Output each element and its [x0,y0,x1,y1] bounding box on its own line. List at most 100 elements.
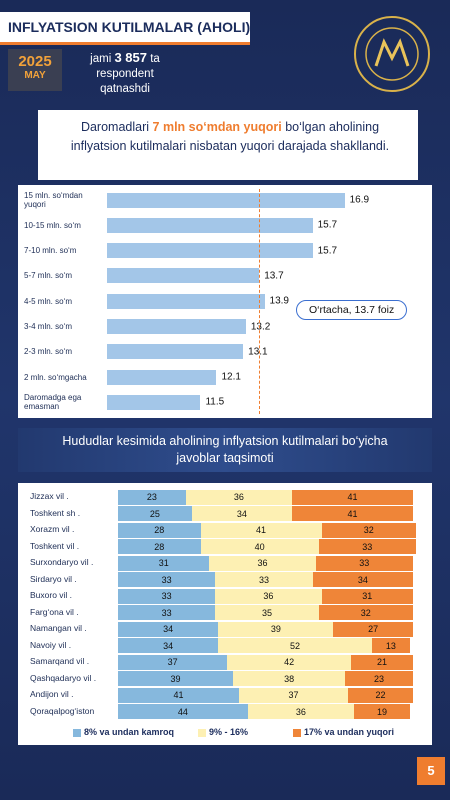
y-tick-label: Samarqand vil . [30,656,90,666]
bar-segment [118,704,248,719]
page-title: INFLYATSION KUTILMALAR (AHOLI) [8,19,251,35]
bar-segment [118,621,219,637]
title-bar [0,12,250,42]
reference-line [259,189,261,414]
value-label: 40 [254,541,265,552]
bar-segment [215,588,322,604]
y-tick-label: Daromadga ega emasman [24,393,82,412]
bar-segment [321,522,416,538]
logo [354,16,430,92]
bar-segment [118,671,234,686]
value-label: 36 [263,591,274,601]
bar-segment [238,687,349,703]
bar-segment [118,506,192,521]
value-label: 34 [357,574,368,585]
respondents-prefix: jami [90,53,112,65]
bar-segment [118,555,210,571]
value-label: 41 [347,492,358,502]
bar-segment [351,654,413,670]
value-label: 19 [377,706,388,717]
legend-swatch [198,729,206,737]
value-label: 33 [362,541,373,552]
value-label: 13.1 [248,346,268,358]
value-label: 52 [289,640,300,651]
y-tick-label: Toshkent sh . [30,507,81,518]
legend-label: 9% - 16% [209,727,249,737]
bar-segment [348,687,413,703]
value-label: 25 [149,508,160,519]
bar-segment [227,654,352,670]
bar-segment [185,489,293,505]
month: MAY [24,70,46,81]
y-tick-label: 4-5 mln. so‘m [24,296,73,306]
y-tick-label: Navoiy vil . [30,639,72,650]
title-underline [0,42,250,45]
value-label: 31 [362,591,373,601]
value-label: 13 [385,640,396,651]
y-tick-label: 2 mln. so‘mgacha [24,372,87,382]
y-tick-label: 10-15 mln. so‘m [24,220,81,230]
callout-after: bo‘lgan aholining inflyatsion kutilmalar… [70,120,390,153]
y-tick-label: Surxondaryo vil . [30,557,94,567]
value-label: 41 [256,525,267,535]
y-tick-label: Jizzax vil . [30,491,69,501]
value-label: 42 [284,657,295,667]
value-label: 36 [257,558,268,568]
y-tick-label: 15 mln. so‘mdan yuqori [24,191,83,209]
value-label: 44 [177,706,188,717]
bar-segment [315,555,413,571]
legend-label: 17% va undan yuqori [304,727,395,737]
bar-segment [233,671,346,686]
section-band [18,428,432,472]
value-label: 33 [161,591,172,601]
value-label: 41 [173,690,184,700]
bar-segment [118,687,239,703]
y-tick-label: Farg‘ona vil . [30,606,79,617]
bar-segment [118,539,201,554]
value-label: 23 [374,673,385,684]
bar [107,394,201,410]
value-label: 15.7 [317,245,338,257]
respondents-suffix: ta respondent qatnashdi [96,53,160,95]
value-label: 33 [359,558,370,568]
value-label: 15.7 [317,219,338,231]
bar-segment [318,539,416,554]
value-label: 21 [377,657,388,667]
bar-segment [118,522,201,538]
value-label: 34 [236,508,247,519]
legend-label: 8% va undan kamroq [84,727,175,737]
value-label: 36 [295,706,306,717]
bar-segment [371,638,411,653]
y-tick-label: Toshkent vil . [30,540,80,551]
y-tick-label: 5-7 mln. so‘m [24,271,73,281]
value-label: 35 [261,607,272,618]
bar-segment [215,572,313,587]
y-tick-label: 7-10 mln. so‘m [24,246,77,256]
value-label: 22 [375,690,386,700]
value-label: 32 [360,607,371,618]
bar [107,217,313,233]
bar-segment [292,489,413,505]
value-label: 27 [368,624,379,634]
y-tick-label: Namangan vil . [30,623,87,633]
value-label: 34 [163,624,174,634]
bar [107,192,345,208]
value-label: 16.9 [349,194,370,206]
respondents: jami 3 857 ta respondent qatnashdi [70,50,180,97]
value-label: 37 [167,657,178,667]
income-chart: 15 mln. so‘mdan yuqori 16.9 10-15 mln. so‘… [18,185,432,418]
callout-box [38,110,418,180]
bar-segment [292,506,413,521]
y-tick-label: 2-3 mln. so‘m [24,347,73,357]
value-label: 33 [161,607,172,618]
bar-segment [209,555,316,571]
bar-segment [218,621,334,637]
bar-segment [118,605,216,620]
bar-segment [118,588,216,604]
value-label: 37 [288,690,299,700]
value-label: 31 [158,558,169,568]
bar-segment [312,572,413,587]
y-tick-label: Qoraqalpog‘iston [30,705,95,716]
respondents-count: 3 857 [114,50,148,65]
